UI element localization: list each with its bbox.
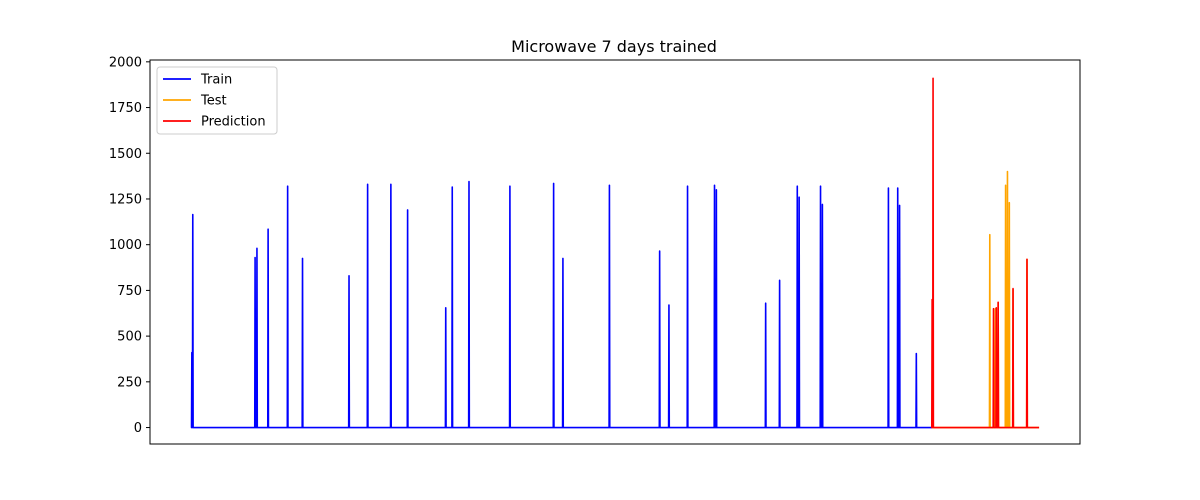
series-line-prediction xyxy=(931,77,1040,429)
series-line-train xyxy=(190,180,933,429)
y-tick-label: 250 xyxy=(117,375,142,390)
y-axis: 0 250 500 750 1000 1250 1500 1750 2000 xyxy=(109,55,150,436)
legend-label-prediction: Prediction xyxy=(201,115,266,130)
y-tick-label: 1250 xyxy=(109,192,142,207)
y-tick-label: 1500 xyxy=(109,147,142,162)
legend-label-train: Train xyxy=(200,73,232,88)
y-tick-label: 0 xyxy=(134,421,142,436)
y-tick-label: 500 xyxy=(117,330,142,345)
legend-box xyxy=(156,66,278,135)
plot-frame xyxy=(149,59,1081,445)
y-tick-label: 1750 xyxy=(109,101,142,116)
chart-title: Microwave 7 days trained xyxy=(511,37,717,56)
y-tick-label: 750 xyxy=(117,284,142,299)
legend-label-test: Test xyxy=(200,94,227,109)
y-tick-label: 1000 xyxy=(109,238,142,253)
y-tick-label: 2000 xyxy=(109,55,142,70)
plot-lines xyxy=(190,77,1040,429)
series-line-test xyxy=(932,170,1040,429)
legend: Train Test Prediction xyxy=(156,66,278,135)
